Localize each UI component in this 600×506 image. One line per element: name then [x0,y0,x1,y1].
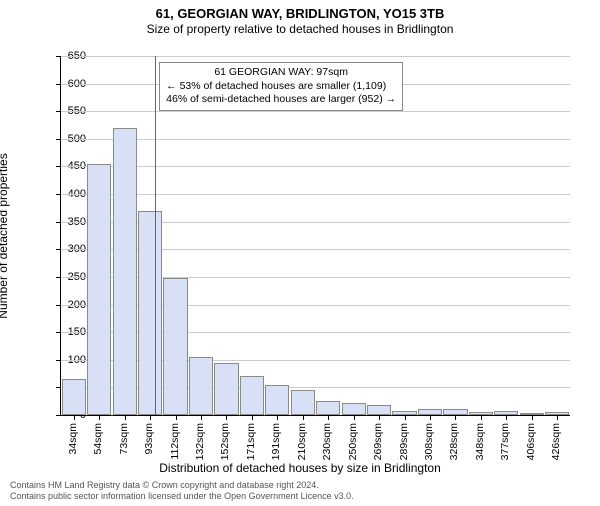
xtick-mark [481,415,482,420]
chart-container: 61, GEORGIAN WAY, BRIDLINGTON, YO15 3TB … [0,6,600,506]
gridline [61,194,570,195]
xtick-label: 348sqm [474,423,486,460]
xtick-label: 93sqm [143,423,155,455]
x-axis-label: Distribution of detached houses by size … [0,461,600,475]
footer-attribution: Contains HM Land Registry data © Crown c… [10,480,354,502]
histogram-bar [342,403,366,415]
xtick-mark [557,415,558,420]
xtick-label: 34sqm [67,423,79,455]
xtick-mark [328,415,329,420]
footer-line-1: Contains HM Land Registry data © Crown c… [10,480,354,491]
xtick-label: 269sqm [372,423,384,460]
histogram-bar [545,412,569,415]
histogram-bar [240,376,264,415]
gridline [61,111,570,112]
histogram-bar [138,211,162,415]
histogram-bar [316,401,340,415]
plot-area: 61 GEORGIAN WAY: 97sqm← 53% of detached … [60,56,570,416]
histogram-bar [265,385,289,415]
histogram-bar [443,409,467,415]
xtick-label: 54sqm [92,423,104,455]
histogram-bar [520,413,544,415]
reference-line [155,56,156,415]
xtick-label: 112sqm [169,423,181,460]
xtick-mark [455,415,456,420]
histogram-bar [367,405,391,415]
xtick-mark [506,415,507,420]
histogram-bar [291,390,315,415]
xtick-mark [150,415,151,420]
histogram-bar [392,411,416,415]
histogram-bar [189,357,213,415]
histogram-bar [418,409,442,415]
histogram-bar [62,379,86,415]
xtick-mark [201,415,202,420]
chart-subtitle: Size of property relative to detached ho… [0,22,600,36]
xtick-label: 132sqm [194,423,206,460]
histogram-bar [494,411,518,415]
annotation-line-3: 46% of semi-detached houses are larger (… [166,93,396,107]
chart-title: 61, GEORGIAN WAY, BRIDLINGTON, YO15 3TB [0,6,600,21]
xtick-label: 230sqm [321,423,333,460]
annotation-line-1: 61 GEORGIAN WAY: 97sqm [166,66,396,80]
histogram-bar [469,412,493,415]
histogram-bar [113,128,137,415]
xtick-mark [99,415,100,420]
xtick-mark [532,415,533,420]
xtick-label: 289sqm [398,423,410,460]
xtick-label: 328sqm [448,423,460,460]
gridline [61,56,570,57]
xtick-mark [176,415,177,420]
xtick-mark [354,415,355,420]
xtick-mark [303,415,304,420]
gridline [61,139,570,140]
xtick-mark [379,415,380,420]
xtick-mark [252,415,253,420]
xtick-label: 377sqm [499,423,511,460]
annotation-box: 61 GEORGIAN WAY: 97sqm← 53% of detached … [159,62,403,111]
histogram-bar [87,164,111,415]
xtick-label: 250sqm [347,423,359,460]
xtick-mark [430,415,431,420]
xtick-label: 426sqm [550,423,562,460]
footer-line-2: Contains public sector information licen… [10,491,354,502]
xtick-mark [125,415,126,420]
xtick-label: 191sqm [270,423,282,460]
y-axis-label: Number of detached properties [0,153,10,318]
histogram-bar [163,278,187,415]
histogram-bar [214,363,238,415]
xtick-mark [226,415,227,420]
xtick-label: 406sqm [525,423,537,460]
xtick-mark [277,415,278,420]
xtick-label: 171sqm [245,423,257,460]
xtick-mark [405,415,406,420]
xtick-label: 73sqm [118,423,130,455]
gridline [61,166,570,167]
xtick-label: 210sqm [296,423,308,460]
xtick-label: 152sqm [219,423,231,460]
xtick-label: 308sqm [423,423,435,460]
annotation-line-2: ← 53% of detached houses are smaller (1,… [166,80,396,94]
